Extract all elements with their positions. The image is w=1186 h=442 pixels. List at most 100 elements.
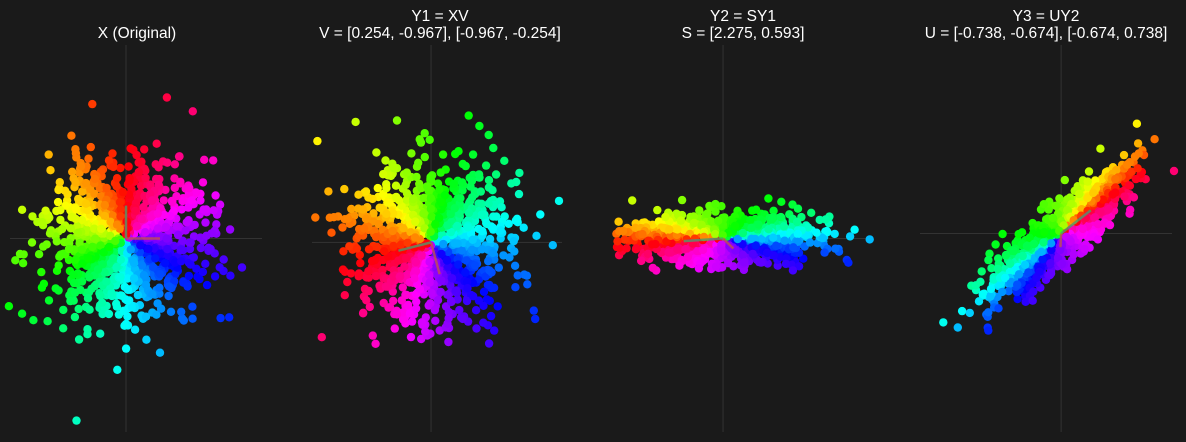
- data-point: [1001, 250, 1011, 260]
- data-point: [746, 215, 755, 225]
- data-point: [372, 148, 381, 157]
- data-point: [1013, 294, 1022, 304]
- panel-title-y2: Y2 = SY1 S = [2.275, 0.593]: [593, 8, 893, 42]
- data-point: [118, 187, 128, 197]
- data-point: [37, 283, 47, 292]
- data-point: [112, 302, 122, 311]
- data-point: [984, 326, 993, 335]
- data-point: [1021, 297, 1030, 306]
- data-point: [123, 285, 132, 294]
- panel-title-y3: Y3 = UY2 U = [-0.738, -0.674], [-0.674, …: [896, 8, 1186, 42]
- data-point: [513, 271, 522, 280]
- data-point: [368, 331, 377, 340]
- data-point: [379, 298, 388, 308]
- data-point: [520, 270, 529, 279]
- data-point: [1067, 199, 1076, 209]
- data-point: [957, 306, 967, 316]
- data-point: [111, 236, 120, 246]
- data-point: [37, 218, 47, 227]
- data-point: [803, 223, 813, 232]
- data-point: [153, 224, 163, 233]
- data-point: [324, 187, 333, 196]
- data-point: [681, 245, 691, 254]
- data-point: [189, 232, 199, 241]
- data-point: [412, 297, 421, 306]
- data-point: [751, 241, 760, 250]
- data-point: [458, 178, 467, 187]
- data-point: [476, 187, 485, 196]
- data-point: [481, 161, 491, 170]
- data-point: [177, 314, 187, 323]
- data-point: [474, 170, 484, 179]
- data-point: [512, 214, 522, 223]
- data-point: [762, 248, 772, 258]
- data-point: [637, 256, 646, 265]
- panel-y1: [311, 45, 564, 432]
- data-point: [703, 209, 712, 218]
- data-point: [150, 244, 159, 253]
- data-point: [1124, 181, 1134, 190]
- data-point: [184, 271, 194, 281]
- data-point: [447, 297, 456, 307]
- data-point: [144, 244, 153, 254]
- data-point: [1069, 250, 1079, 259]
- data-point: [134, 167, 143, 177]
- data-point: [177, 307, 186, 316]
- data-point: [986, 292, 995, 301]
- data-point: [647, 240, 657, 249]
- data-point: [444, 307, 454, 317]
- data-point: [462, 277, 472, 287]
- data-point: [371, 271, 381, 281]
- data-point: [11, 256, 20, 265]
- data-point: [1096, 144, 1105, 153]
- data-point: [711, 229, 720, 239]
- data-point: [125, 174, 134, 183]
- data-point: [392, 116, 402, 125]
- panel-y2: [612, 45, 874, 432]
- data-point: [141, 173, 150, 183]
- data-point: [748, 249, 757, 259]
- data-point: [490, 326, 499, 335]
- data-point: [484, 176, 494, 185]
- data-point: [426, 194, 436, 203]
- data-point: [358, 205, 367, 214]
- data-point: [1014, 229, 1023, 239]
- data-point: [1048, 213, 1058, 223]
- data-point: [1133, 164, 1142, 173]
- data-point: [427, 288, 436, 297]
- data-point: [151, 254, 160, 263]
- data-point: [463, 284, 472, 293]
- data-point: [757, 258, 766, 267]
- data-point: [780, 236, 789, 245]
- data-point: [178, 196, 187, 206]
- data-point: [431, 220, 440, 229]
- data-point: [190, 220, 199, 230]
- data-point: [676, 216, 686, 225]
- data-point: [484, 257, 493, 266]
- data-point: [385, 198, 394, 208]
- data-point: [76, 162, 86, 171]
- data-point: [188, 314, 197, 323]
- data-point: [407, 149, 416, 158]
- data-point: [202, 280, 212, 290]
- data-point: [108, 149, 117, 158]
- chart-title: Y1 = XV: [411, 8, 469, 25]
- data-point: [1129, 193, 1138, 202]
- data-point: [216, 313, 225, 323]
- data-point: [154, 180, 163, 189]
- data-point: [488, 186, 497, 195]
- data-point: [995, 280, 1004, 289]
- data-point: [1057, 259, 1067, 269]
- data-point: [422, 182, 432, 191]
- data-point: [489, 143, 498, 153]
- data-point: [844, 258, 853, 267]
- data-point: [953, 323, 962, 332]
- data-point: [485, 234, 495, 244]
- data-point: [131, 206, 140, 215]
- data-point: [438, 150, 448, 159]
- data-point: [991, 240, 1000, 249]
- data-point: [434, 213, 444, 223]
- data-point: [412, 172, 421, 182]
- data-point: [1040, 227, 1049, 237]
- data-point: [398, 283, 407, 292]
